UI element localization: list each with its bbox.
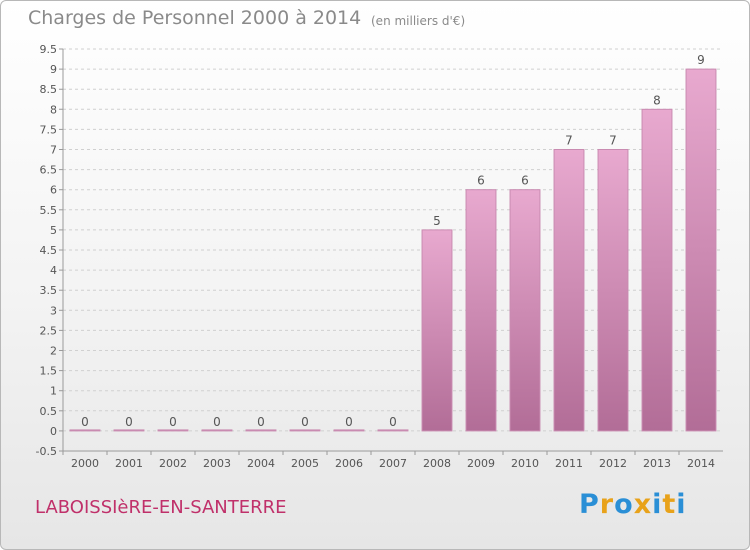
x-tick-label: 2014	[687, 457, 715, 470]
y-tick-label: 0.5	[40, 405, 58, 418]
y-tick-label: 4	[50, 264, 57, 277]
proxiti-logo[interactable]: Proxiti	[579, 489, 687, 520]
data-label: 7	[609, 134, 617, 148]
x-tick-label: 2003	[203, 457, 231, 470]
y-tick-label: 8.5	[40, 83, 58, 96]
y-tick-label: 3.5	[40, 284, 58, 297]
x-tick-label: 2010	[511, 457, 539, 470]
x-tick-label: 2002	[159, 457, 187, 470]
y-tick-label: 5.5	[40, 204, 58, 217]
x-tick-label: 2007	[379, 457, 407, 470]
x-tick-label: 2001	[115, 457, 143, 470]
bar	[333, 429, 365, 432]
y-tick-label: 0	[50, 425, 57, 438]
y-tick-label: 8	[50, 103, 57, 116]
bar	[377, 429, 409, 432]
y-tick-label: 6	[50, 184, 57, 197]
y-tick-label: 7.5	[40, 123, 58, 136]
y-tick-label: -0.5	[36, 445, 57, 458]
y-tick-label: 5	[50, 224, 57, 237]
chart-subtitle: (en milliers d'€)	[371, 14, 466, 28]
bar	[553, 149, 585, 432]
data-label: 0	[169, 415, 177, 429]
data-label: 7	[565, 134, 573, 148]
x-tick-label: 2000	[71, 457, 99, 470]
logo-letter: o	[614, 489, 634, 520]
x-tick-label: 2009	[467, 457, 495, 470]
logo-letter: x	[633, 489, 653, 520]
y-tick-label: 9.5	[40, 43, 58, 56]
bar	[289, 429, 321, 432]
bar	[201, 429, 233, 432]
data-label: 0	[389, 415, 397, 429]
y-tick-label: 1	[50, 385, 57, 398]
data-label: 0	[81, 415, 89, 429]
y-tick-label: 2	[50, 345, 57, 358]
x-tick-label: 2005	[291, 457, 319, 470]
logo-letter: i	[676, 489, 687, 520]
y-tick-label: 3	[50, 304, 57, 317]
bar	[465, 189, 497, 432]
bar	[641, 108, 673, 432]
bar	[157, 429, 189, 432]
data-label: 0	[257, 415, 265, 429]
data-label: 0	[213, 415, 221, 429]
logo-letter: r	[599, 489, 615, 520]
y-tick-label: 7	[50, 144, 57, 157]
data-label: 6	[477, 174, 485, 188]
y-tick-label: 6.5	[40, 164, 58, 177]
data-label: 9	[697, 53, 705, 67]
x-tick-label: 2008	[423, 457, 451, 470]
y-tick-label: 9	[50, 63, 57, 76]
data-label: 5	[433, 214, 441, 228]
data-label: 0	[125, 415, 133, 429]
data-label: 0	[301, 415, 309, 429]
x-tick-label: 2013	[643, 457, 671, 470]
bar	[245, 429, 277, 432]
y-tick-label: 4.5	[40, 244, 58, 257]
data-label: 0	[345, 415, 353, 429]
y-tick-label: 2.5	[40, 324, 58, 337]
data-label: 8	[653, 93, 661, 107]
x-tick-label: 2006	[335, 457, 363, 470]
bar	[113, 429, 145, 432]
logo-letter: t	[662, 489, 677, 520]
bar	[685, 68, 717, 432]
y-tick-label: 1.5	[40, 365, 58, 378]
bar	[421, 229, 453, 432]
x-tick-label: 2011	[555, 457, 583, 470]
commune-name: LABOISSIèRE-EN-SANTERRE	[35, 497, 287, 518]
logo-letter: i	[652, 489, 663, 520]
bar	[509, 189, 541, 432]
data-label: 6	[521, 174, 529, 188]
logo-letter: P	[579, 489, 600, 520]
x-tick-label: 2012	[599, 457, 627, 470]
chart-title: Charges de Personnel 2000 à 2014	[28, 7, 362, 29]
bar	[69, 429, 101, 432]
x-tick-label: 2004	[247, 457, 275, 470]
bar	[597, 149, 629, 432]
